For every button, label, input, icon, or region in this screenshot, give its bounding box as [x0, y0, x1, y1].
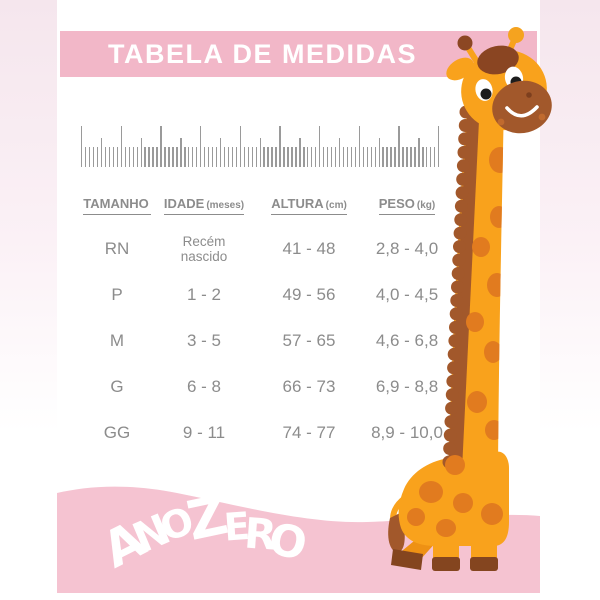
cell-size: GG: [103, 423, 131, 442]
cell-size: P: [111, 285, 123, 304]
cell-age: 1 - 2: [186, 285, 222, 304]
cell-weight: 2,8 - 4,0: [375, 239, 439, 258]
cell-height: 74 - 77: [282, 423, 336, 442]
cell-size: G: [110, 377, 124, 396]
size-card: TABELA DE MEDIDAS TAMANHO IDADE (meses) A…: [57, 0, 540, 593]
column-header-idade: IDADE (meses): [154, 188, 254, 226]
column-header-tamanho: TAMANHO: [80, 188, 154, 226]
cell-age: Recém nascido: [180, 233, 228, 264]
cell-weight: 8,9 - 10,0: [371, 423, 443, 442]
cell-size: M: [109, 331, 125, 350]
cell-height: 57 - 65: [282, 331, 336, 350]
cell-weight: 4,0 - 4,5: [375, 285, 439, 304]
size-table: TAMANHO IDADE (meses) ALTURA (cm) PESO (kg)…: [80, 188, 450, 456]
column-header-altura: ALTURA (cm): [254, 188, 364, 226]
measuring-ruler-icon: [81, 126, 440, 167]
cell-weight: 4,6 - 6,8: [375, 331, 439, 350]
cell-age: 6 - 8: [186, 377, 222, 396]
cell-age: 3 - 5: [186, 331, 222, 350]
column-header-peso: PESO (kg): [364, 188, 450, 226]
cell-height: 66 - 73: [282, 377, 336, 396]
title-band: TABELA DE MEDIDAS: [60, 31, 537, 77]
cell-height: 49 - 56: [282, 285, 336, 304]
page-title: TABELA DE MEDIDAS: [108, 38, 417, 69]
cell-age: 9 - 11: [182, 423, 226, 442]
cell-size: RN: [104, 239, 130, 258]
registered-trademark-icon: ®: [303, 491, 319, 508]
cell-height: 41 - 48: [282, 239, 336, 258]
cell-weight: 6,9 - 8,8: [375, 377, 439, 396]
